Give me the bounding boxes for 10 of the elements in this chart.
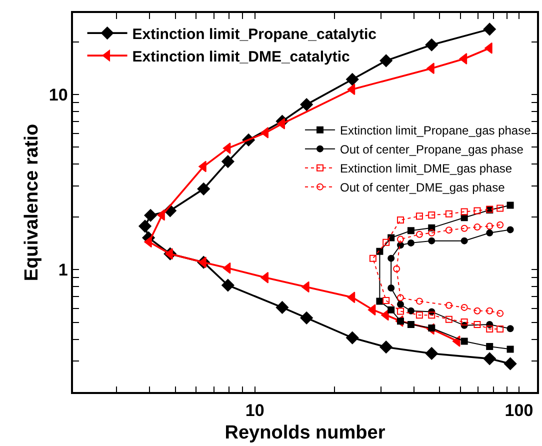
x-axis-title: Reynolds number (224, 422, 386, 444)
legend-label: Out of center_DME_gas phase (340, 180, 506, 195)
legend-label: Extinction limit_DME_catalytic (132, 48, 350, 66)
y-tick-label: 1 (58, 260, 68, 280)
legend-label: Out of center_Propane_gas phase (340, 142, 524, 157)
y-axis-title: Equivalence ratio (21, 124, 42, 282)
legend-label: Extinction limit_Propane_catalytic (132, 26, 377, 43)
x-tick-label: 100 (504, 401, 534, 420)
legend-label: Extinction limit_DME_gas phase (340, 162, 512, 176)
legend-label: Extinction limit_Propane_gas phase (340, 124, 532, 138)
